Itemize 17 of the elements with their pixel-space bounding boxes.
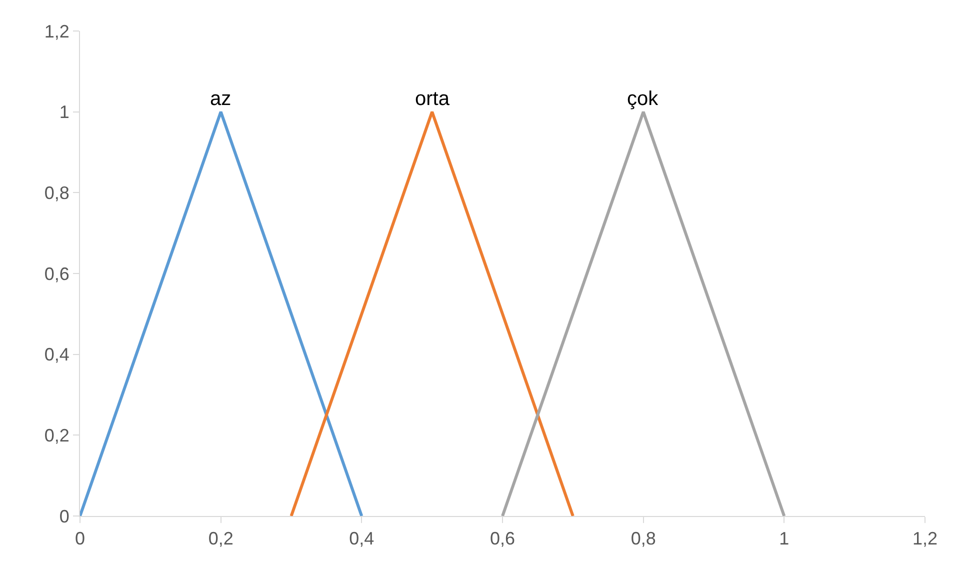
series-label: çok [627, 88, 660, 110]
x-tick-label: 1 [779, 528, 790, 549]
y-tick-label: 0,8 [44, 182, 70, 203]
y-tick-label: 0,6 [44, 264, 70, 284]
series-label: orta [415, 88, 450, 110]
y-tick-label: 1 [59, 102, 70, 122]
y-tick-label: 0 [59, 506, 70, 526]
y-tick-label: 0,2 [44, 425, 70, 446]
x-tick-label: 0,4 [349, 528, 374, 549]
y-tick-label: 0,4 [44, 344, 70, 365]
series-label: az [210, 88, 232, 110]
x-tick-label: 0,6 [490, 528, 516, 549]
x-tick-label: 0,8 [630, 528, 656, 549]
y-tick-label: 1,2 [44, 21, 70, 42]
x-tick-label: 1,2 [912, 528, 938, 549]
x-tick-label: 0 [74, 528, 86, 549]
x-tick-label: 0,2 [208, 528, 234, 549]
